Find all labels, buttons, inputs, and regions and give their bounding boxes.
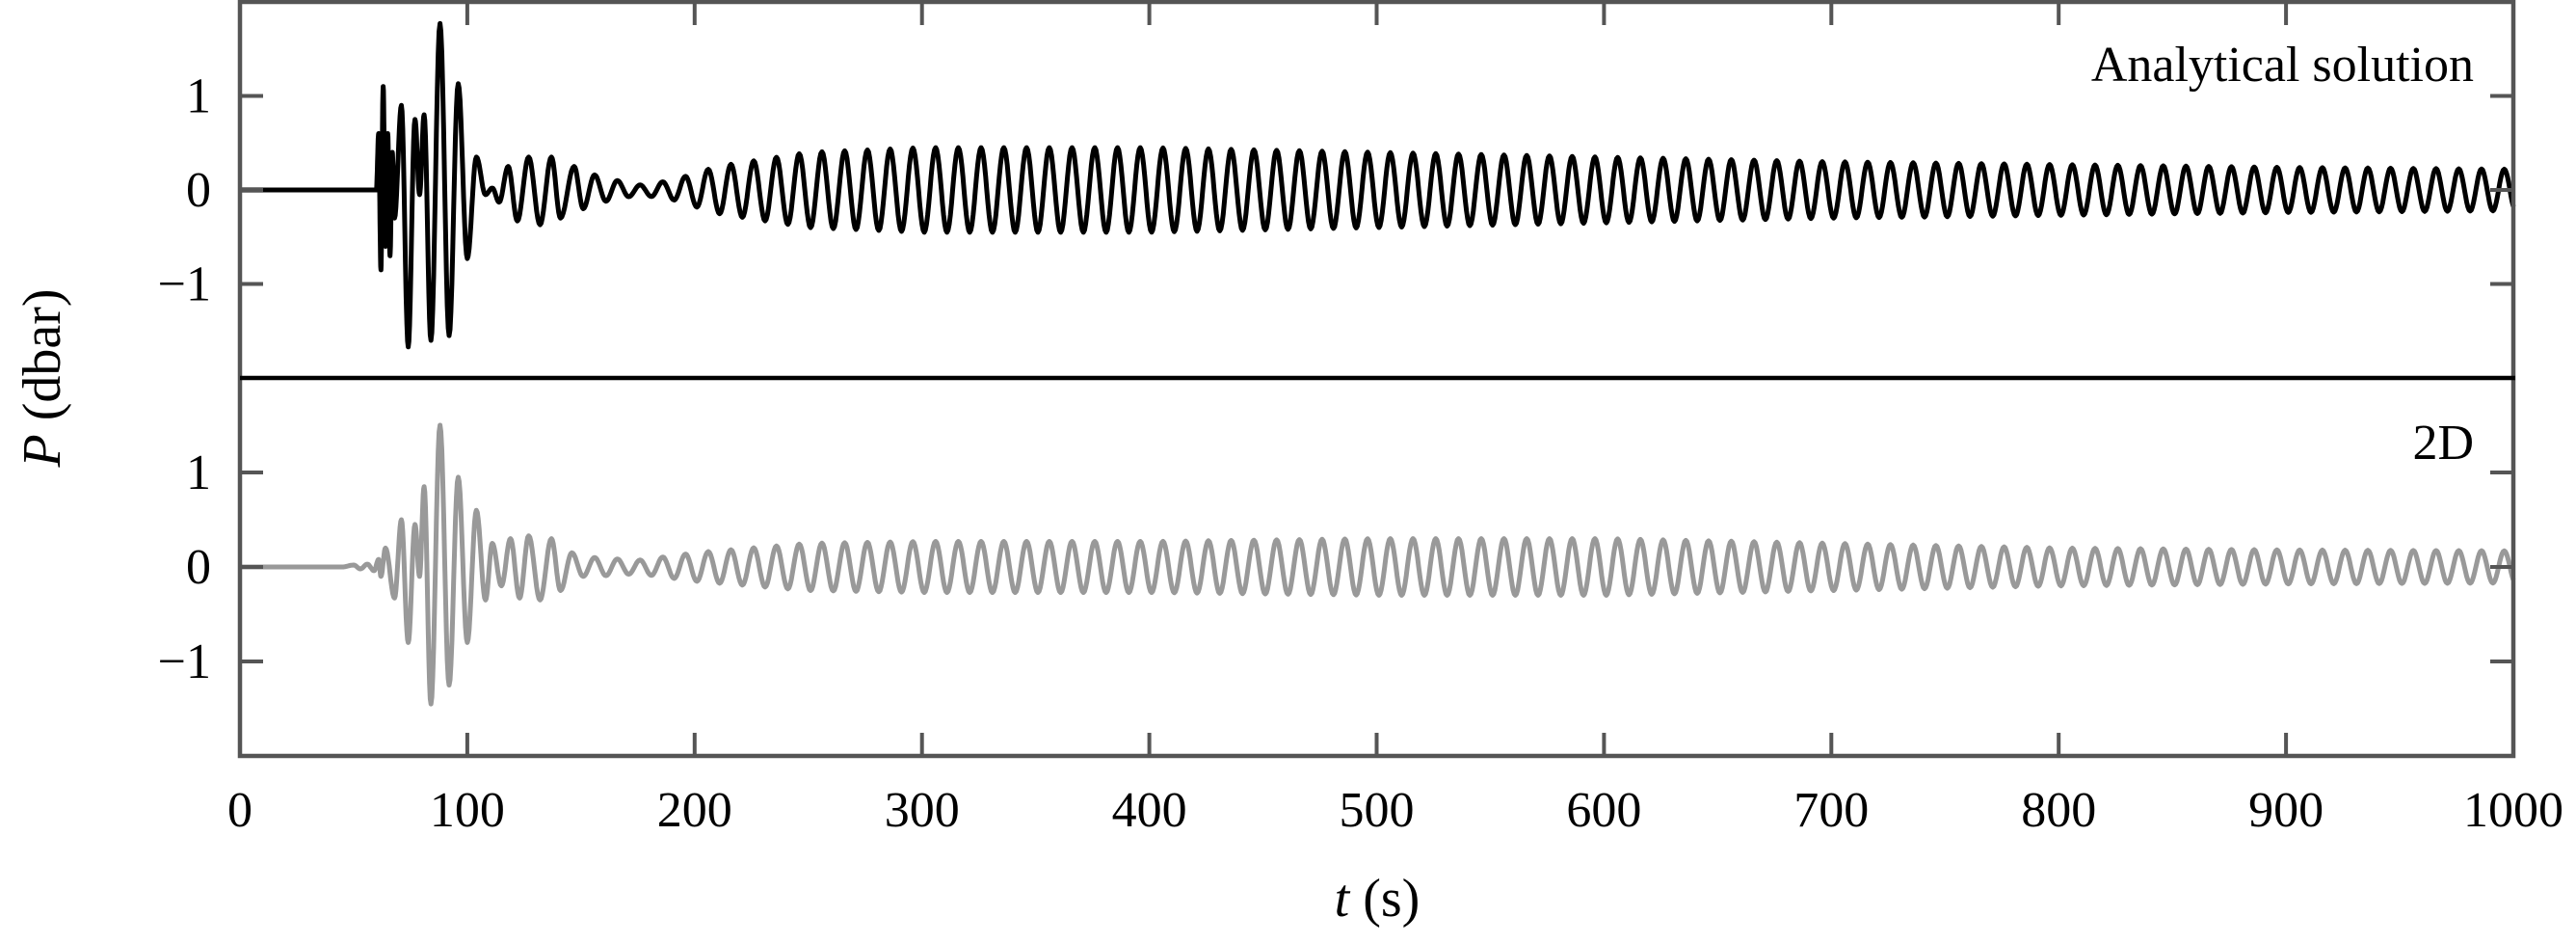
- x-tick-label: 100: [430, 783, 505, 838]
- y-tick-label: 0: [186, 540, 211, 595]
- x-axis-label: t (s): [1335, 869, 1421, 929]
- x-tick-label: 1000: [2463, 783, 2563, 838]
- x-tick-label: 200: [657, 783, 732, 838]
- y-tick-label: 1: [186, 445, 211, 500]
- axes: 1 0 −1 1 0 −1 0 100 200 300 400 500 600 700 800 900 1000: [158, 0, 2563, 838]
- y-axis-label: P (dbar): [13, 288, 72, 468]
- x-tick-label: 700: [1793, 783, 1869, 838]
- y-tick-label: 1: [186, 69, 211, 124]
- plot-area: [240, 20, 2516, 707]
- x-tick-label: 0: [227, 783, 252, 838]
- x-tick-label: 300: [885, 783, 960, 838]
- panel-label-2d: 2D: [2412, 416, 2474, 471]
- y-tick-label: 0: [186, 163, 211, 218]
- y-tick-label: −1: [158, 634, 211, 689]
- x-tick-label: 900: [2248, 783, 2324, 838]
- x-tick-label: 800: [2021, 783, 2096, 838]
- x-tick-label: 400: [1112, 783, 1187, 838]
- series-line-analytical: [240, 20, 2516, 350]
- x-tick-label: 500: [1340, 783, 1415, 838]
- panel-label-analytical: Analytical solution: [2091, 38, 2474, 93]
- x-tick-label: 600: [1566, 783, 1641, 838]
- y-tick-label: −1: [158, 257, 211, 312]
- series-line-2d: [240, 422, 2516, 707]
